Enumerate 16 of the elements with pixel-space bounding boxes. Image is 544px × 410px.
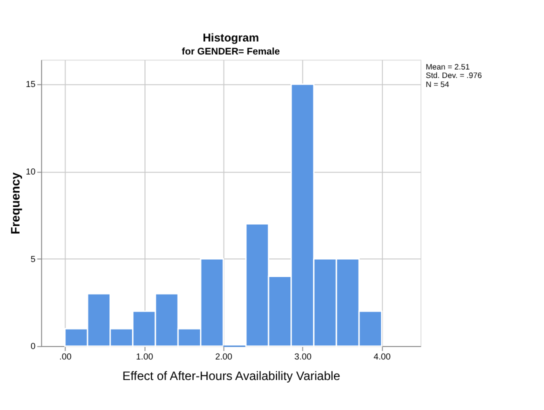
text: Std. Dev. = .976 [426, 71, 482, 80]
y-tick-label: 5 [30, 254, 36, 264]
chart-subtitle: for GENDER= Female [182, 46, 281, 58]
text: Mean = 2.51 [426, 62, 470, 72]
y-axis-title: Frequency [8, 172, 23, 234]
x-tick-label: 2.00 [215, 352, 232, 362]
x-tick-label: 3.00 [294, 352, 312, 362]
text: N = 54 [426, 80, 450, 89]
y-tick-label: 10 [26, 166, 36, 177]
y-tick-label: 0 [30, 341, 36, 352]
x-tick-label: 1.00 [136, 352, 154, 362]
x-tick-label: .00 [59, 352, 72, 362]
y-tick-label: 15 [26, 79, 36, 90]
x-axis-title: Effect of After-Hours Availability Variable [122, 368, 340, 383]
x-tick-label: 4.00 [374, 352, 391, 362]
chart-title: Histogram [202, 32, 259, 44]
